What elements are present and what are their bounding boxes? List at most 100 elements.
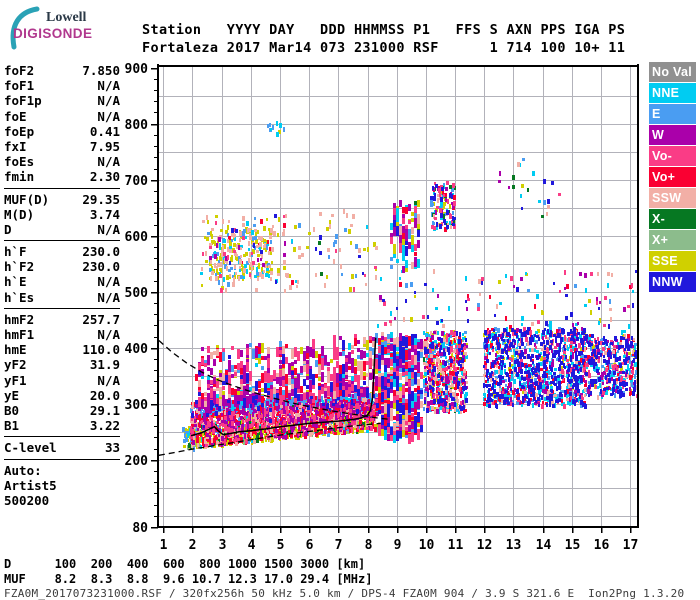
param-row: fmin 2.30 (4, 169, 120, 184)
param-value: 29.1 (89, 402, 120, 418)
param-row: Artist5 (4, 478, 120, 493)
y-tick-label: 300 (125, 398, 149, 413)
legend-item: Vo+ (649, 167, 696, 187)
x-tick-label: 5 (277, 538, 285, 553)
x-tick-label: 16 (594, 538, 610, 553)
param-row: yF1 N/A (4, 373, 120, 388)
param-label: yF1 (4, 372, 27, 388)
param-label: hmE (4, 342, 27, 358)
param-label: MUF(D) (4, 191, 50, 207)
param-value: 7.850 (82, 63, 120, 78)
param-row: 500200 (4, 493, 120, 508)
param-row: C-level 33 (4, 440, 120, 455)
y-tick-label: 900 (125, 62, 149, 77)
param-label: C-level (4, 440, 57, 456)
param-label: B1 (4, 418, 20, 434)
param-row: h`E N/A (4, 274, 120, 289)
x-tick-label: 14 (536, 538, 552, 553)
param-label: 500200 (4, 492, 50, 508)
param-value: 230.0 (82, 259, 120, 275)
y-tick-label: 80 (132, 521, 148, 536)
param-label: foF1 (4, 78, 35, 94)
y-tick-label: 500 (125, 286, 149, 301)
x-tick-label: 7 (335, 538, 343, 553)
param-value: N/A (97, 221, 120, 237)
param-label: foF2 (4, 63, 35, 78)
param-value: N/A (97, 289, 120, 305)
distance-row: D 100 200 400 600 800 1000 1500 3000 [km… (4, 557, 366, 571)
x-tick-label: 10 (419, 538, 435, 553)
param-value: 2.30 (89, 169, 120, 185)
legend-item: X+ (649, 230, 696, 250)
scatter-layer (182, 121, 638, 452)
logo-lowell-text: Lowell (46, 10, 87, 25)
param-value: 257.7 (82, 311, 120, 327)
param-label: hmF1 (4, 327, 35, 342)
y-tick-label: 200 (125, 454, 149, 469)
axes (151, 64, 639, 533)
param-label: h`F2 (4, 259, 35, 275)
legend-item: X- (649, 209, 696, 229)
param-row: foF1p N/A (4, 93, 120, 108)
param-panel: foF2 7.850 foF1 N/A foF1p N/A foE N/A foEp 0.41 fx… (4, 63, 120, 508)
param-label: foE (4, 108, 27, 124)
x-tick-label: 6 (306, 538, 314, 553)
param-row: foE N/A (4, 109, 120, 124)
x-tick-label: 8 (365, 538, 373, 553)
y-tick-label: 800 (125, 118, 149, 133)
param-value: N/A (97, 78, 120, 94)
param-label: Auto: (4, 462, 42, 478)
param-separator (4, 458, 120, 460)
x-tick-label: 15 (565, 538, 581, 553)
x-tick-label: 3 (219, 538, 227, 553)
param-value: N/A (97, 154, 120, 170)
param-value: 3.22 (89, 418, 120, 434)
param-label: fmin (4, 169, 35, 185)
param-separator (4, 187, 120, 189)
param-row: B1 3.22 (4, 418, 120, 433)
param-row: B0 29.1 (4, 403, 120, 418)
x-tick-label: 17 (623, 538, 639, 553)
param-value: 0.41 (89, 123, 120, 139)
param-label: h`Es (4, 289, 35, 305)
muf-row: MUF 8.2 8.3 8.8 9.6 10.7 12.3 17.0 29.4 … (4, 572, 373, 586)
legend-item: NNE (649, 83, 696, 103)
param-row: h`F 230.0 (4, 244, 120, 259)
param-separator (4, 240, 120, 242)
header-line-1: Station YYYY DAY DDD HHMMSS P1 FFS S AXN… (142, 22, 626, 38)
y-tick-label: 700 (125, 174, 149, 189)
param-label: D (4, 221, 12, 237)
param-row: fxI 7.95 (4, 139, 120, 154)
param-value: N/A (97, 372, 120, 388)
param-row: foEp 0.41 (4, 124, 120, 139)
param-label: fxI (4, 138, 27, 154)
param-value: N/A (97, 274, 120, 290)
param-separator (4, 307, 120, 309)
param-label: foEs (4, 154, 35, 170)
file-info-line: FZA0M_2017073231000.RSF / 320fx256h 50 k… (4, 587, 685, 600)
param-value: N/A (97, 327, 120, 342)
param-row: hmF1 N/A (4, 327, 120, 342)
param-row: Auto: (4, 463, 120, 478)
logo-digisonde-text: DIGISONDE (13, 26, 93, 41)
param-value: 110.0 (82, 342, 120, 358)
legend-item: SSW (649, 188, 696, 208)
param-label: yF2 (4, 357, 27, 373)
param-row: D N/A (4, 222, 120, 237)
param-value: 3.74 (89, 206, 120, 222)
param-value: 29.35 (82, 191, 120, 207)
x-tick-label: 4 (248, 538, 256, 553)
param-row: foEs N/A (4, 154, 120, 169)
lower-dashed-curve (158, 422, 381, 456)
param-value: 33 (104, 440, 120, 456)
digisonde-logo: Lowell DIGISONDE (6, 5, 126, 51)
param-row: M(D) 3.74 (4, 207, 120, 222)
legend-item: SSE (649, 251, 696, 271)
x-tick-label: 2 (189, 538, 197, 553)
logo-arc-icon (10, 6, 40, 50)
y-tick-label: 400 (125, 342, 149, 357)
param-label: yE (4, 387, 20, 403)
x-tick-label: 1 (160, 538, 168, 553)
